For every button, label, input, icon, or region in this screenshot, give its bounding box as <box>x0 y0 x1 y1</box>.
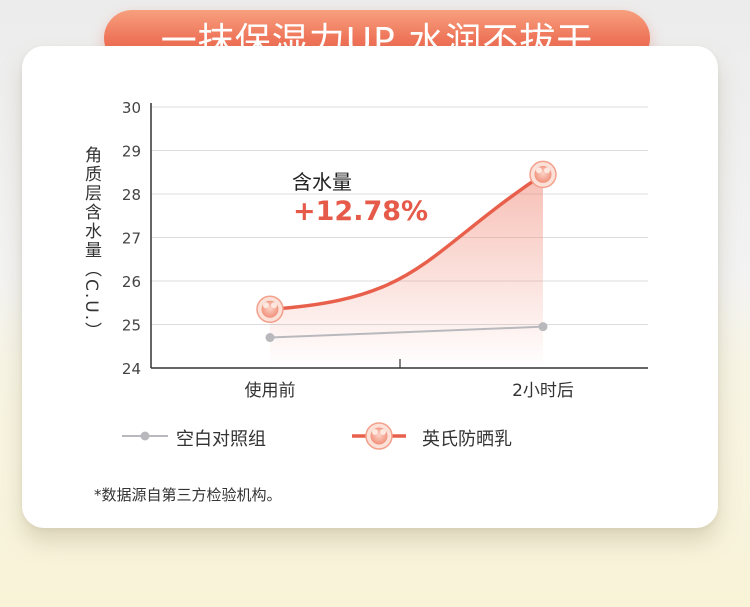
y-tick-label: 24 <box>122 360 141 378</box>
legend-marker-control <box>140 431 150 441</box>
series-line-control <box>269 325 544 339</box>
data-point-product <box>256 295 284 324</box>
y-tick-label: 25 <box>122 317 141 335</box>
y-tick-label: 30 <box>122 99 141 117</box>
y-tick-label: 29 <box>122 143 141 161</box>
data-point-control <box>265 333 275 343</box>
y-tick-label: 26 <box>122 273 141 291</box>
annotation-value: +12.78% <box>293 196 429 227</box>
series-line-product <box>268 172 545 312</box>
legend-label-control: 空白对照组 <box>176 429 266 450</box>
data-point-control <box>538 322 548 332</box>
y-axis-label: 角质层含水量（C.U.） <box>81 146 101 342</box>
legend-label-product: 英氏防晒乳 <box>422 429 512 450</box>
footnote: *数据源自第三方检验机构。 <box>94 486 282 504</box>
x-tick-label: 使用前 <box>245 380 296 401</box>
chart-card <box>22 46 718 528</box>
legend-marker-product <box>365 422 393 450</box>
y-tick-label: 27 <box>122 230 141 248</box>
annotation-label: 含水量 <box>292 170 352 194</box>
data-point-product <box>529 160 557 189</box>
x-tick-label: 2小时后 <box>512 381 574 401</box>
y-tick-label: 28 <box>122 186 141 204</box>
series-area-product <box>270 174 543 368</box>
